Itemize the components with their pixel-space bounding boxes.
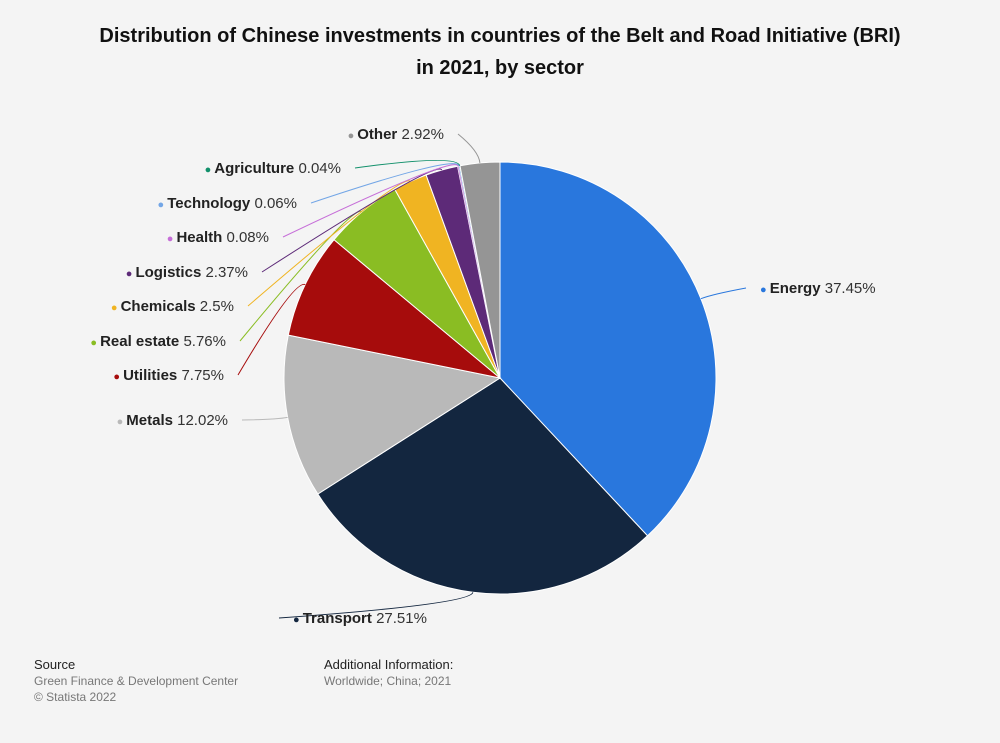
pie-slice-utilities (287, 239, 501, 379)
legend-bullet-icon: ● (113, 371, 123, 383)
slice-label-transport: ● Transport 27.51% (293, 610, 427, 627)
slice-label-utilities: ● Utilities 7.75% (113, 367, 224, 384)
legend-bullet-icon: ● (293, 614, 303, 626)
info-text: Worldwide; China; 2021 (324, 674, 452, 688)
pie-chart: ● Energy 37.45%● Transport 27.51%● Metal… (90, 126, 875, 627)
pie-slice-metals (283, 334, 502, 495)
slice-label-value: 12.02% (177, 412, 228, 429)
pie-slice-transport (317, 377, 649, 595)
chart-title-line-1: Distribution of Chinese investments in c… (99, 25, 901, 47)
slice-label-value: 0.08% (226, 229, 269, 246)
slice-label-name: Real estate (100, 333, 183, 350)
leader-line-health (282, 164, 459, 238)
legend-bullet-icon: ● (348, 130, 358, 142)
slice-label-name: Utilities (123, 367, 181, 384)
leader-line-logistics (261, 168, 443, 273)
leader-line-technology (310, 163, 460, 204)
slice-label-value: 7.75% (181, 367, 224, 384)
slice-label-name: Metals (126, 412, 177, 429)
slice-label-value: 2.5% (200, 298, 234, 315)
leader-line-transport (278, 592, 474, 619)
leader-line-agriculture (354, 159, 461, 169)
slice-label-value: 2.37% (205, 264, 248, 281)
chart-title: Distribution of Chinese investments in c… (40, 20, 960, 84)
slice-label-name: Energy (770, 280, 825, 297)
pie-slices (283, 161, 717, 595)
legend-bullet-icon: ● (205, 164, 215, 176)
legend-bullet-icon: ● (158, 199, 168, 211)
pie-slice-energy (499, 161, 717, 537)
slice-label-chemicals: ● Chemicals 2.5% (111, 298, 234, 315)
source-line-1: Green Finance & Development Center (34, 674, 239, 688)
source-line-2: © Statista 2022 (34, 690, 117, 704)
slice-label-energy: ● Energy 37.45% (760, 280, 876, 297)
source-heading: Source (34, 657, 76, 672)
slice-label-value: 2.92% (401, 126, 444, 143)
slice-label-technology: ● Technology 0.06% (158, 195, 297, 212)
legend-bullet-icon: ● (760, 284, 770, 296)
leader-lines (237, 133, 747, 619)
slice-label-name: Technology (167, 195, 254, 212)
legend-bullet-icon: ● (117, 416, 127, 428)
slice-label-name: Transport (303, 610, 376, 627)
slice-labels: ● Energy 37.45%● Transport 27.51%● Metal… (90, 126, 875, 627)
slice-label-logistics: ● Logistics 2.37% (126, 264, 248, 281)
slice-label-real-estate: ● Real estate 5.76% (90, 333, 226, 350)
leader-line-utilities (237, 283, 306, 376)
leader-line-energy (700, 287, 747, 300)
legend-bullet-icon: ● (126, 268, 136, 280)
slice-label-agriculture: ● Agriculture 0.04% (205, 160, 341, 177)
slice-label-health: ● Health 0.08% (167, 229, 269, 246)
slice-label-value: 0.06% (254, 195, 297, 212)
chart-title-line-2: in 2021, by sector (416, 57, 584, 79)
legend-bullet-icon: ● (90, 337, 100, 349)
slice-label-value: 27.51% (376, 610, 427, 627)
slice-label-name: Chemicals (121, 298, 200, 315)
slice-label-other: ● Other 2.92% (348, 126, 444, 143)
slice-label-name: Other (357, 126, 401, 143)
legend-bullet-icon: ● (111, 302, 121, 314)
legend-bullet-icon: ● (167, 233, 177, 245)
slice-label-value: 5.76% (183, 333, 226, 350)
slice-label-value: 37.45% (825, 280, 876, 297)
leader-line-other (457, 133, 481, 164)
slice-label-name: Agriculture (214, 160, 298, 177)
slice-label-name: Logistics (135, 264, 205, 281)
footer-additional-info: Additional Information: Worldwide; China… (324, 657, 453, 689)
slice-label-value: 0.04% (298, 160, 341, 177)
leader-line-metals (241, 416, 288, 421)
info-heading: Additional Information: (324, 657, 454, 672)
slice-label-metals: ● Metals 12.02% (117, 412, 228, 429)
footer-source: Source Green Finance & Development Cente… (34, 657, 238, 705)
slice-label-name: Health (176, 229, 226, 246)
